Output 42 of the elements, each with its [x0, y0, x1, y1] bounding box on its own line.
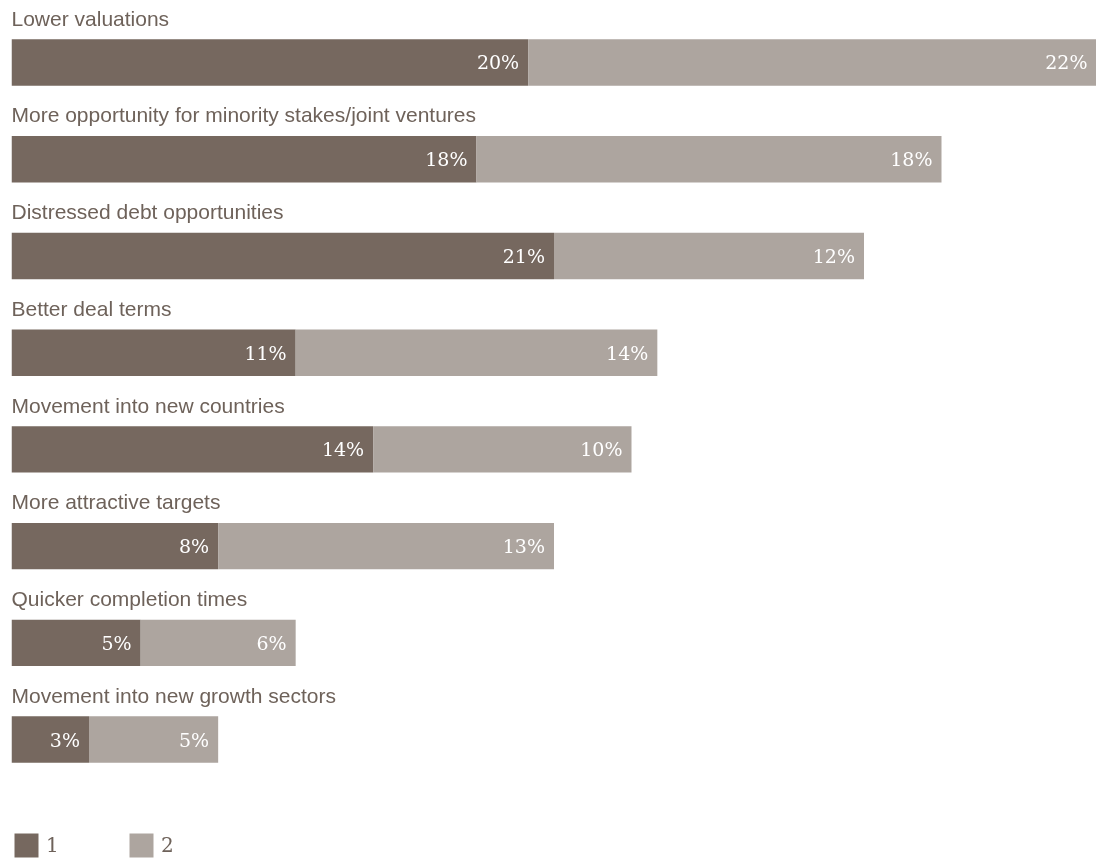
data-label: 21% [502, 244, 545, 267]
bar [528, 39, 1096, 86]
bar [11, 716, 89, 763]
data-label: 13% [502, 535, 545, 558]
bar [11, 232, 554, 280]
y-tick-label: More opportunity for minority stakes/joint ventures [11, 103, 477, 127]
data-label: 22% [1045, 51, 1088, 74]
y-tick-label: More attractive targets [11, 490, 221, 514]
data-label: 6% [256, 631, 287, 654]
legend-label: 1 [46, 833, 60, 857]
data-label: 14% [321, 438, 365, 461]
data-label: 11% [244, 341, 287, 364]
data-label: 12% [812, 244, 855, 267]
data-label: 5% [101, 631, 132, 654]
data-label: 18% [890, 148, 933, 171]
bar [11, 329, 296, 376]
y-tick-label: Quicker completion times [11, 586, 248, 610]
bar [11, 39, 529, 86]
data-label: 20% [476, 51, 520, 74]
bar [476, 135, 942, 183]
bar [11, 522, 219, 570]
y-tick-label: Movement into new growth sectors [11, 683, 336, 707]
y-tick-label: Lower valuations [11, 6, 170, 30]
bar [11, 135, 477, 183]
bar [218, 522, 554, 570]
data-label: 10% [580, 438, 623, 461]
legend-label: 2 [161, 833, 175, 857]
bar [295, 329, 658, 376]
bar [140, 619, 296, 667]
y-tick-label: Better deal terms [11, 296, 172, 320]
bar [11, 619, 141, 667]
bar [554, 232, 864, 280]
y-tick-label: Distressed debt opportunities [11, 200, 284, 224]
bar [11, 426, 374, 473]
data-label: 8% [178, 535, 210, 558]
data-label: 3% [49, 728, 80, 751]
bar [373, 426, 632, 473]
data-label: 14% [606, 341, 649, 364]
data-label: 18% [425, 148, 468, 171]
y-tick-label: Movement into new countries [11, 393, 285, 417]
data-label: 5% [178, 728, 210, 751]
bar [89, 716, 219, 763]
